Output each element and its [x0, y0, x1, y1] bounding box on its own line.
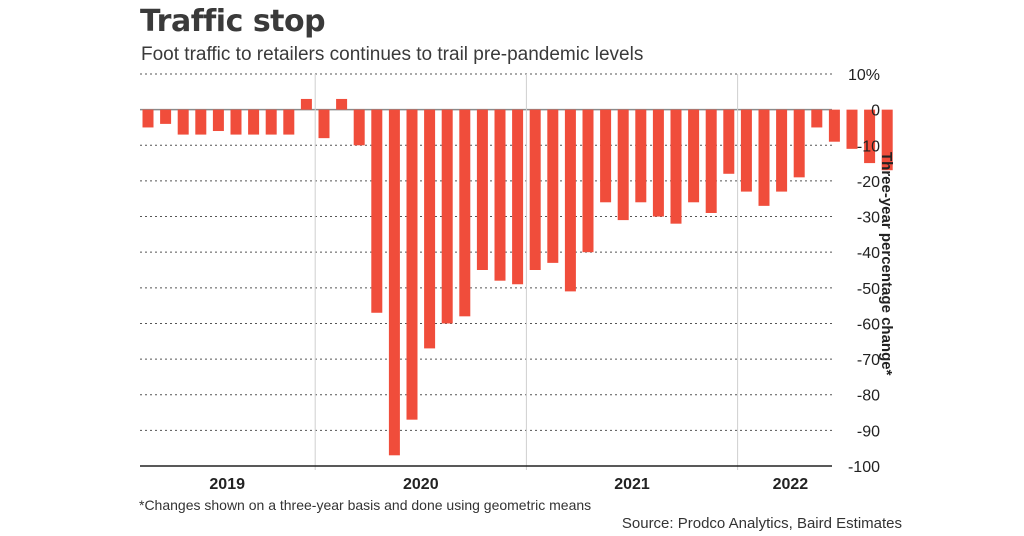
y-tick-label: -80: [857, 388, 880, 405]
bar: [177, 109, 189, 135]
bar: [142, 109, 154, 128]
bar: [336, 98, 348, 110]
bar: [758, 109, 770, 206]
bar: [811, 109, 823, 128]
bar: [212, 109, 224, 132]
bar: [300, 98, 312, 110]
bar: [388, 109, 400, 456]
bar: [828, 109, 840, 142]
y-tick-label: -30: [857, 210, 880, 227]
bar: [670, 109, 682, 224]
bar: [494, 109, 506, 281]
bars: [142, 98, 893, 456]
bar: [881, 109, 893, 171]
y-tick-label: -50: [857, 281, 880, 298]
bar: [195, 109, 207, 135]
y-tick-label: -90: [857, 423, 880, 440]
x-year-label: 2021: [614, 476, 650, 493]
bar: [617, 109, 629, 221]
bar-chart: 10% 0 -10 -20 -30 -40 -50 -60 -70 -80 -90 -100 2019…: [140, 67, 895, 493]
bar: [793, 109, 805, 178]
y-tick-label: 0: [871, 103, 880, 120]
x-year-label: 2019: [209, 476, 245, 493]
bar: [688, 109, 700, 203]
bar: [512, 109, 524, 285]
bar: [705, 109, 717, 213]
bar: [160, 109, 172, 124]
source-note: Source: Prodco Analytics, Baird Estimate…: [621, 515, 902, 532]
x-axis: 2019 2020 2021 2022: [140, 465, 832, 493]
chart-subtitle: Foot traffic to retailers continues to t…: [141, 44, 644, 65]
bar: [723, 109, 735, 174]
bar: [600, 109, 612, 203]
chart-title: Traffic stop: [140, 4, 326, 39]
bar: [776, 109, 788, 192]
y-tick-label: -100: [848, 459, 880, 476]
year-dividers: [314, 74, 739, 470]
bar: [248, 109, 260, 135]
bar: [635, 109, 647, 203]
bar: [529, 109, 541, 271]
y-tick-label: -40: [857, 245, 880, 262]
y-tick-label: -20: [857, 174, 880, 191]
bar: [582, 109, 594, 253]
bar: [230, 109, 242, 135]
bar: [547, 109, 559, 263]
y-tick-label: -60: [857, 316, 880, 333]
bar: [459, 109, 471, 317]
bar: [652, 109, 664, 217]
y-tick-label: -70: [857, 352, 880, 369]
bar: [353, 109, 365, 146]
y-axis: 10% 0 -10 -20 -30 -40 -50 -60 -70 -80 -90 -100: [848, 67, 880, 476]
bar: [371, 109, 383, 313]
bar: [476, 109, 488, 271]
y-axis-label: Three-year percentage change*: [878, 152, 895, 376]
footnote: *Changes shown on a three-year basis and…: [139, 497, 592, 513]
bar: [846, 109, 858, 149]
bar: [441, 109, 453, 324]
bar: [318, 109, 330, 139]
bar: [406, 109, 418, 420]
bar: [265, 109, 277, 135]
bar: [424, 109, 436, 349]
bar: [283, 109, 295, 135]
bar: [564, 109, 576, 292]
bar: [740, 109, 752, 192]
x-year-label: 2020: [403, 476, 439, 493]
bar: [864, 109, 876, 164]
y-tick-label: 10%: [848, 67, 880, 84]
y-tick-label: -10: [857, 138, 880, 155]
x-year-label: 2022: [773, 476, 809, 493]
